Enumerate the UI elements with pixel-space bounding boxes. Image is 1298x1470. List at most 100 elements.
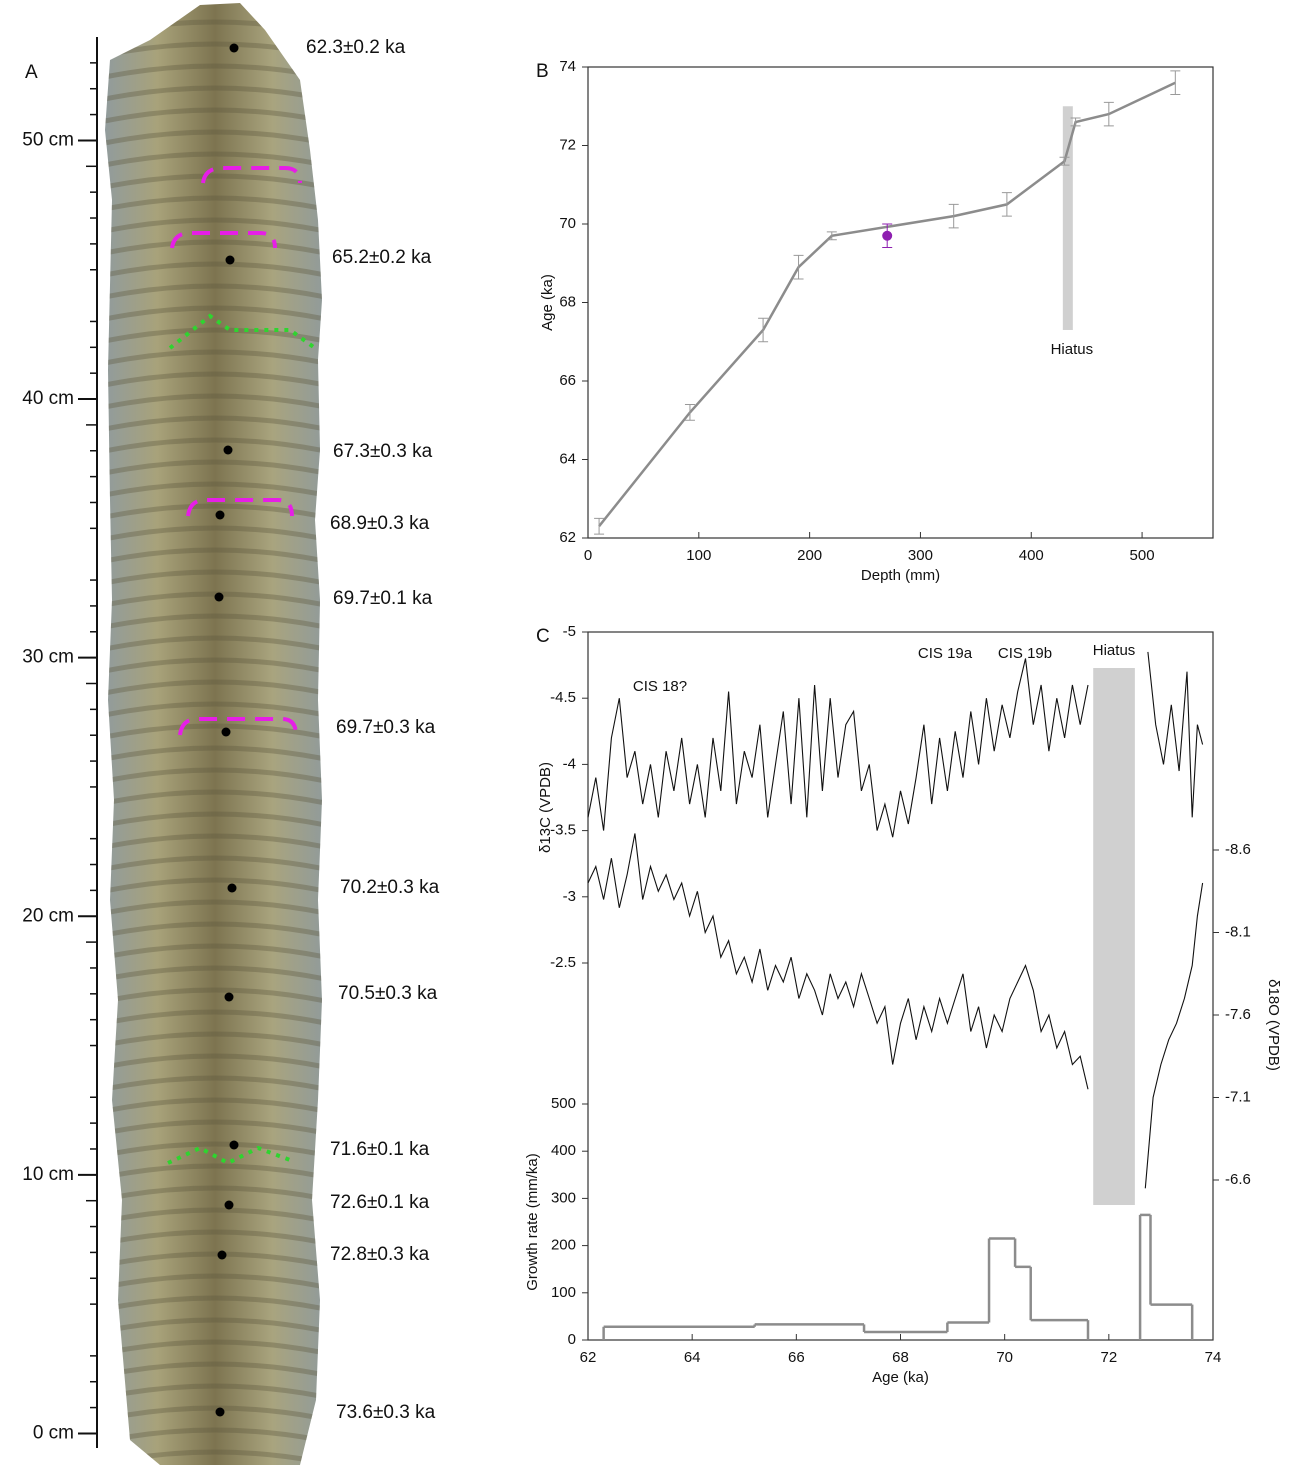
scale-label: 0 cm [33,1422,74,1443]
layer [105,327,322,345]
y-tick-label: 72 [559,136,576,153]
y-axis-label: δ13C (VPDB) [537,762,554,853]
layer [105,1009,322,1027]
layer [105,657,322,675]
layer [105,569,322,587]
sample-age: 68.9±0.3 ka [330,513,430,534]
layer [105,547,322,565]
layer [105,1207,322,1225]
y-tick-label: 300 [551,1189,576,1206]
sample-age: 72.6±0.1 ka [330,1192,430,1213]
series-line [598,81,1176,527]
layer [105,151,322,169]
y-axis-label: Age (ka) [539,274,556,331]
marker [167,1145,291,1166]
error-bar [758,317,769,343]
sample-age: 73.6±0.3 ka [336,1402,436,1423]
scale-label: 20 cm [22,905,74,926]
error-bar [594,517,605,535]
layer [105,393,322,411]
layer [105,503,322,521]
error-bar [826,231,837,241]
layer [105,1075,322,1093]
layer [105,261,322,279]
sample-dot [224,1200,234,1210]
annotation: CIS 18? [633,678,687,695]
series-line [587,651,1204,838]
layer [105,811,322,829]
marker [170,231,277,249]
scale-label: 10 cm [22,1164,74,1185]
x-tick-label: 70 [996,1349,1013,1366]
sample-dot [217,1250,227,1260]
layer [105,1097,322,1115]
layer [105,679,322,697]
magenta-markers [170,166,302,736]
x-tick-label: 300 [908,547,933,564]
scale-label: 40 cm [22,388,74,409]
x-tick-label: 64 [684,1349,701,1366]
y-tick-label: 64 [559,450,576,467]
layer [105,877,322,895]
y2-axis-label: δ18O (VPDB) [1265,979,1282,1071]
x-tick-label: 68 [892,1349,909,1366]
layer [105,943,322,961]
layer [105,1383,322,1401]
x-tick-label: 400 [1019,547,1044,564]
y-tick-label: -4.5 [550,689,576,706]
y-tick-label: -8.1 [1225,923,1251,940]
layer [105,1163,322,1181]
layer [105,481,322,499]
x-tick-label: 62 [580,1349,597,1366]
marker [178,717,298,736]
sample-age: 67.3±0.3 ka [333,441,433,462]
sample-age: 71.6±0.1 ka [330,1139,430,1160]
green-markers [167,313,317,1166]
error-bar [793,254,804,280]
layer [105,1031,322,1049]
layer [105,1295,322,1313]
y-tick-label: -7.6 [1225,1006,1251,1023]
y-tick-label: 0 [568,1331,576,1348]
sample-dot [221,727,231,737]
sample-dot [224,992,234,1002]
layer [105,129,322,147]
y3-axis-label: Growth rate (mm/ka) [524,1153,541,1291]
layer [105,1119,322,1137]
layer [105,1405,322,1423]
layer [105,789,322,807]
y-tick-label: 500 [551,1095,576,1112]
sample-dot [214,592,224,602]
y-tick-label: 68 [559,293,576,310]
sample-age: 69.7±0.3 ka [336,717,436,738]
x-tick-label: 0 [584,547,592,564]
x-tick-label: 200 [797,547,822,564]
y-tick-label: -3 [563,888,576,905]
error-bar [1059,156,1070,166]
y-tick-label: -5 [563,623,576,640]
error-bar [1103,101,1114,127]
plot-frame [587,66,1214,539]
error-bar [948,203,959,229]
hiatus-label: Hiatus [1093,642,1136,659]
sample-dot [223,445,233,455]
layer [105,899,322,917]
layer [105,415,322,433]
sample-age: 72.8±0.3 ka [330,1244,430,1265]
layer [105,1273,322,1291]
y-tick-label: 70 [559,215,576,232]
error-bar [1170,70,1181,95]
stalagmite-photo [105,3,322,1465]
layer [105,1185,322,1203]
y-tick-label: 400 [551,1142,576,1159]
layer [105,833,322,851]
sample-dot [227,883,237,893]
y-tick-label: -7.1 [1225,1088,1251,1105]
hiatus-band [1062,106,1073,330]
y-tick-label: 100 [551,1284,576,1301]
layer [105,239,322,257]
x-axis-label: Age (ka) [872,1369,929,1386]
hiatus-band [1093,668,1135,1205]
panel-label: C [536,626,550,647]
